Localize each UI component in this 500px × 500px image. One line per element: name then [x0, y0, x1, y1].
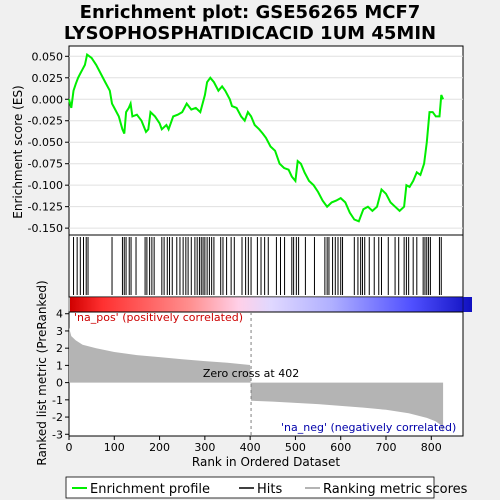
x-tick-label: 500: [285, 441, 306, 454]
metric-y-tick-label: 4: [56, 308, 63, 321]
legend-label-enrichment-profile: Enrichment profile: [90, 482, 210, 497]
negatively-correlated-label: 'na_neg' (negatively correlated): [281, 421, 456, 434]
x-tick-label: 200: [149, 441, 170, 454]
es-y-tick-label: 0.050: [32, 50, 64, 63]
x-tick-label: 100: [104, 441, 125, 454]
zero-cross-label: Zero cross at 402: [203, 367, 299, 380]
legend-label-ranking-metric: Ranking metric scores: [323, 482, 468, 497]
es-y-tick-label: -0.075: [28, 158, 63, 171]
x-tick-label: 800: [421, 441, 442, 454]
x-tick-label: 700: [376, 441, 397, 454]
hits-panel-frame: [68, 234, 464, 298]
title-line-2: LYSOPHOSPHATIDICACID 1UM 45MIN: [63, 23, 437, 44]
es-y-tick-label: 0.000: [32, 93, 64, 106]
es-y-tick-label: -0.050: [28, 136, 63, 149]
ranking-metric-area: [69, 327, 444, 433]
es-gridlines: [69, 55, 463, 229]
x-axis: 0 100 200 300 400 500 600 700 800: [66, 436, 442, 454]
metric-y-tick-label: -3: [52, 428, 63, 441]
metric-y-tick-label: 2: [56, 342, 63, 355]
x-axis-title: Rank in Ordered Dataset: [192, 455, 340, 469]
metric-y-axis-title: Ranked list metric (PreRanked): [35, 280, 49, 465]
x-tick-label: 600: [330, 441, 351, 454]
title-line-1: Enrichment plot: GSE56265 MCF7: [79, 2, 421, 23]
x-tick-label: 400: [240, 441, 261, 454]
es-y-tick-label: 0.025: [32, 72, 64, 85]
metric-y-tick-label: 0: [56, 377, 63, 390]
es-y-tick-label: -0.025: [28, 115, 63, 128]
enrichment-profile-line: [68, 52, 445, 223]
es-y-axis: 0.050 0.025 0.000 -0.025 -0.050 -0.075 -0.100 -…: [28, 50, 69, 235]
metric-y-tick-label: 1: [56, 359, 63, 372]
es-y-axis-title: Enrichment score (ES): [11, 85, 25, 218]
es-y-tick-label: -0.100: [28, 179, 63, 192]
x-tick-label: 0: [66, 441, 73, 454]
es-y-tick-label: -0.150: [28, 222, 63, 235]
heatmap-bar: [70, 297, 472, 312]
hits-marks: [73, 237, 442, 295]
chart-title: Enrichment plot: GSE56265 MCF7 LYSOPHOSP…: [0, 2, 500, 44]
metric-y-tick-label: -1: [52, 394, 63, 407]
positively-correlated-label: 'na_pos' (positively correlated): [74, 311, 243, 324]
metric-y-tick-label: -2: [52, 411, 63, 424]
metric-y-tick-label: 3: [56, 325, 63, 338]
legend-label-hits: Hits: [257, 482, 282, 497]
es-y-tick-label: -0.125: [28, 201, 63, 214]
x-tick-label: 300: [194, 441, 215, 454]
metric-y-axis: 4 3 2 1 0 -1 -2 -3: [52, 308, 69, 441]
